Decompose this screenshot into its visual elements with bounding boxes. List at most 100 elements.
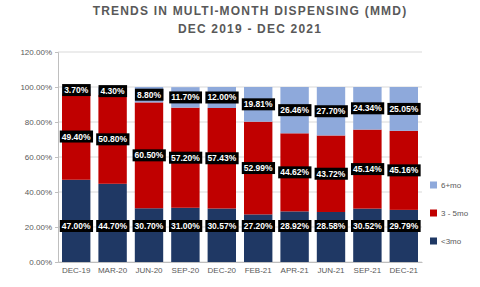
tick: 40.00% [25, 188, 58, 197]
tick-label: DEC-20 [208, 266, 237, 275]
data-label: 12.00% [205, 92, 238, 104]
data-label-box [96, 220, 129, 232]
data-label-text: 26.46% [280, 105, 309, 115]
bars [62, 87, 418, 262]
data-label-box [205, 220, 238, 232]
data-label-text: 45.14% [353, 164, 382, 174]
data-label: 25.05% [387, 103, 420, 115]
bar [98, 95, 126, 184]
data-label: 45.14% [351, 163, 384, 175]
chart: TRENDS IN MULTI-MONTH DISPENSING (MMD)DE… [0, 0, 480, 287]
legend-label: 6+mo [441, 181, 462, 190]
data-label-text: 4.30% [101, 86, 126, 96]
data-label-text: 44.70% [98, 221, 127, 231]
data-label-box [278, 220, 311, 232]
data-label-text: 28.92% [280, 221, 309, 231]
tick: DEC-20 [208, 262, 237, 275]
data-label: 28.92% [278, 220, 311, 232]
bar [171, 208, 199, 262]
legend-entry: <3mo [430, 237, 462, 246]
legend-swatch [430, 182, 437, 189]
data-label: 57.20% [169, 152, 202, 164]
bar [317, 135, 345, 212]
tick-mark [55, 192, 58, 193]
tick-label: JUN-21 [317, 266, 345, 275]
data-label: 24.34% [351, 102, 384, 114]
data-label-text: 57.20% [171, 153, 200, 163]
bar [390, 87, 418, 131]
tick-mark [55, 157, 58, 158]
series [62, 87, 418, 136]
tick-label: SEP-21 [354, 266, 382, 275]
bar [353, 87, 381, 130]
tick-mark [55, 227, 58, 228]
tick-label: DEC-19 [62, 266, 91, 275]
data-label: 27.20% [242, 220, 275, 232]
data-label: 49.40% [60, 131, 93, 143]
x-axis: DEC-19MAR-20JUN-20SEP-20DEC-20FEB-21APR-… [59, 262, 423, 275]
data-label: 31.00% [169, 220, 202, 232]
data-labels: 47.00%44.70%30.70%31.00%30.57%27.20%28.9… [60, 84, 421, 232]
data-label: 43.72% [315, 168, 348, 180]
data-label-text: 29.79% [389, 221, 418, 231]
data-label: 27.70% [315, 105, 348, 117]
data-label-box [351, 163, 384, 175]
y-axis: 0.00%20.00%40.00%60.00%80.00%100.00%120.… [20, 48, 58, 267]
data-label: 3.70% [62, 84, 91, 96]
tick: 20.00% [25, 223, 58, 232]
subtitle: DEC 2019 - DEC 2021 [178, 22, 322, 36]
bar [208, 108, 236, 209]
data-label-box [278, 104, 311, 116]
tick: 120.00% [20, 48, 58, 57]
bar [353, 209, 381, 262]
tick-label: MAR-20 [98, 266, 128, 275]
bar [280, 133, 308, 211]
legend-swatch [430, 238, 437, 245]
data-label: 11.70% [169, 91, 202, 103]
data-label: 29.79% [387, 220, 420, 232]
data-label: 45.16% [387, 164, 420, 176]
data-label-text: 31.00% [171, 221, 200, 231]
data-label: 44.70% [96, 220, 129, 232]
bar [98, 184, 126, 262]
y-axis-line [55, 53, 59, 263]
data-label-box [133, 149, 166, 161]
grid [58, 52, 422, 262]
tick: JUN-21 [317, 262, 345, 275]
data-label-text: 11.70% [171, 92, 200, 102]
tick-label: 20.00% [25, 223, 52, 232]
data-label-text: 47.00% [62, 221, 91, 231]
tick: DEC-19 [62, 262, 91, 275]
data-label-text: 28.58% [317, 221, 346, 231]
data-label: 26.46% [278, 104, 311, 116]
data-label: 30.52% [351, 220, 384, 232]
data-label: 28.58% [315, 220, 348, 232]
tick: APR-21 [281, 262, 310, 275]
bar [62, 93, 90, 179]
data-label: 60.50% [133, 149, 166, 161]
data-label-text: 3.70% [64, 85, 89, 95]
tick-label: FEB-21 [245, 266, 273, 275]
data-label: 47.00% [60, 220, 93, 232]
data-label-text: 27.70% [317, 106, 346, 116]
tick-mark [55, 262, 58, 263]
data-label-text: 60.50% [135, 150, 164, 160]
bar [208, 209, 236, 262]
tick-mark [55, 52, 58, 53]
data-label-text: 30.52% [353, 221, 382, 231]
data-label-box [351, 220, 384, 232]
tick: 0.00% [29, 258, 58, 267]
data-label-text: 30.70% [135, 221, 164, 231]
data-label: 50.80% [96, 133, 129, 145]
data-label-box [278, 166, 311, 178]
tick: SEP-21 [354, 262, 382, 275]
bar [244, 122, 272, 215]
bar [171, 108, 199, 208]
data-label-box [315, 105, 348, 117]
tick: 80.00% [25, 118, 58, 127]
tick-label: 60.00% [25, 153, 52, 162]
bar [244, 214, 272, 262]
data-label-box [315, 220, 348, 232]
tick: FEB-21 [245, 262, 273, 275]
data-label-box [387, 103, 420, 115]
